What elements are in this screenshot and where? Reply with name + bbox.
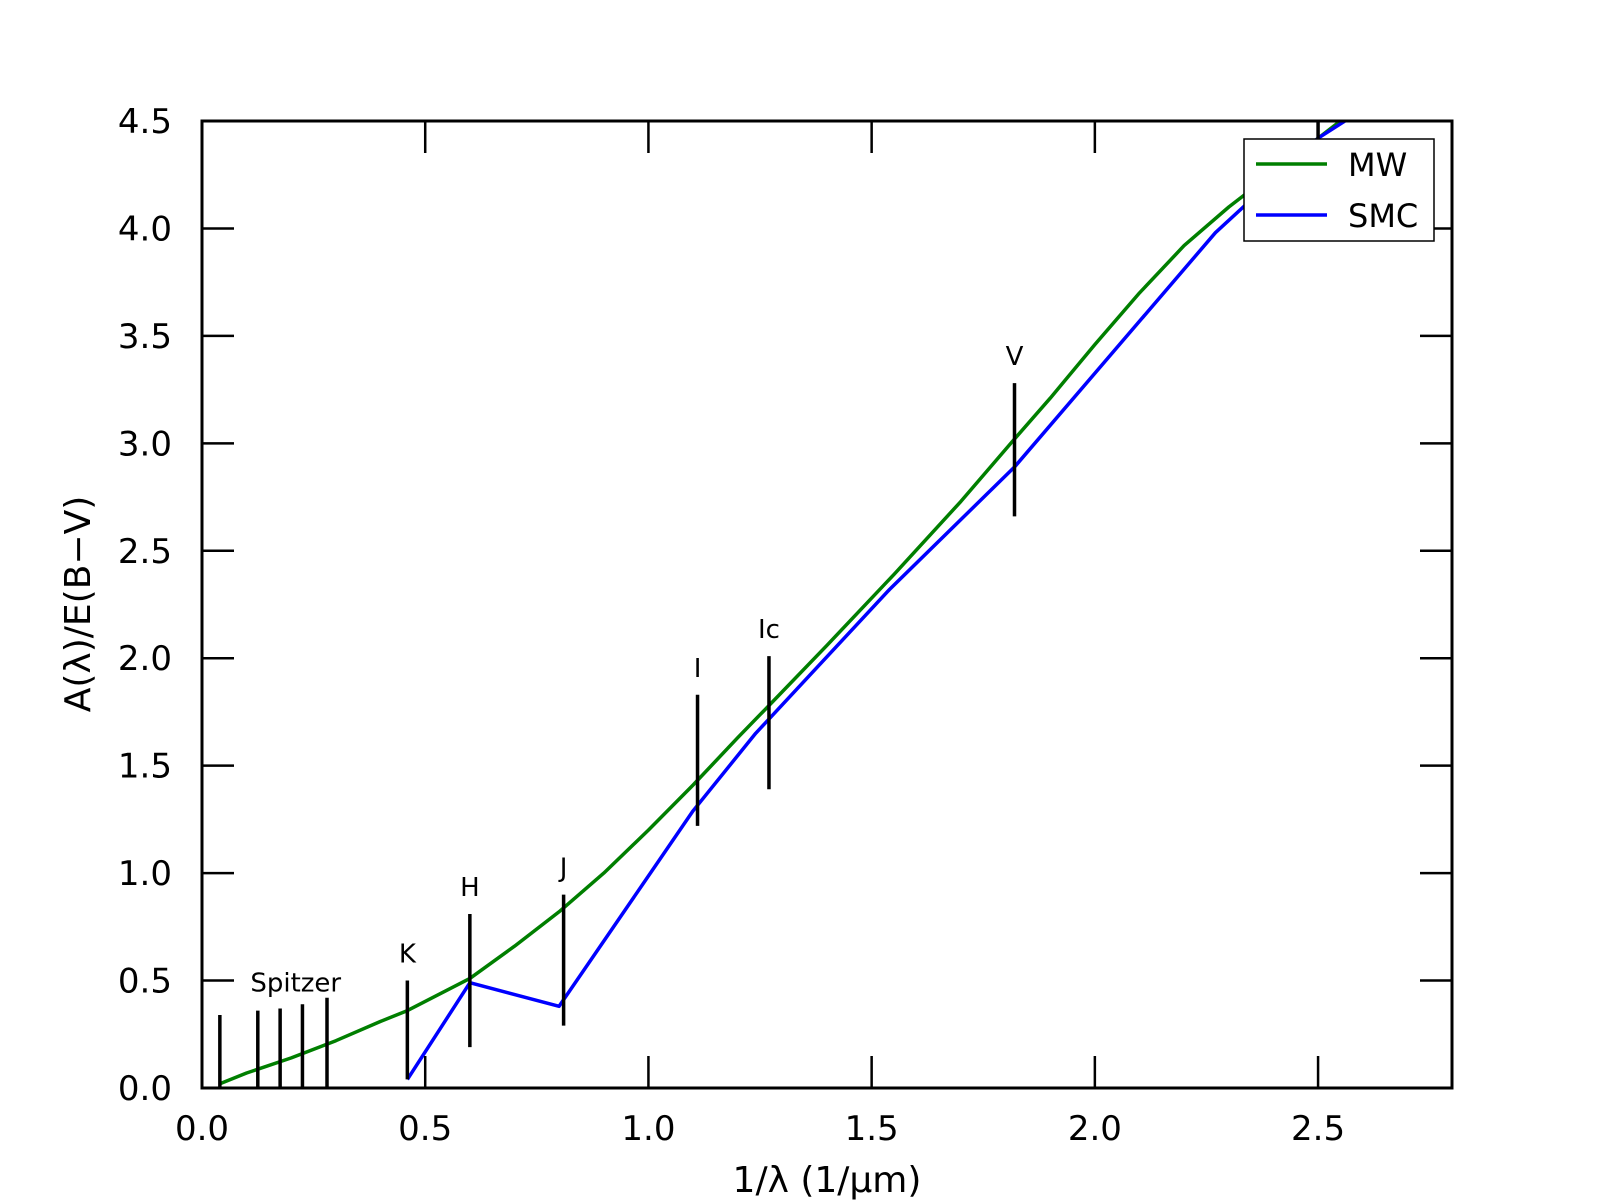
x-tick-label: 2.5 [1291,1109,1345,1149]
y-tick-label: 3.5 [118,317,172,357]
series-line-smc [405,121,1346,1081]
x-tick-label: 0.0 [175,1109,229,1149]
y-tick-label: 3.0 [118,424,172,464]
y-tick-label: 0.5 [118,962,172,1002]
y-tick-label: 2.5 [118,532,172,572]
y-tick-label: 1.0 [118,854,172,894]
band-labels: K H J I Ic V Spitzer [250,342,1023,998]
y-axis-label: A(λ)/E(B−V) [58,496,99,712]
y-tick-label: 1.5 [118,747,172,787]
legend-box [1243,138,1435,242]
group-label-spitzer: Spitzer [250,968,341,998]
x-tick-label: 1.0 [621,1109,675,1149]
x-tick-label: 0.5 [398,1109,452,1149]
band-label-i: I [694,654,702,684]
legend: MW SMC [1243,138,1435,242]
band-label-v: V [1006,342,1024,372]
legend-mw-label: MW [1348,146,1407,184]
x-tick-label: 2.0 [1068,1109,1122,1149]
y-tick-label: 4.0 [118,209,172,249]
x-axis-label: 1/λ (1/μm) [733,1160,922,1200]
legend-smc-label: SMC [1348,197,1418,235]
axis-ticks [200,119,1452,1090]
x-tick-labels: 0.0 0.5 1.0 1.5 2.0 2.5 [175,1109,1345,1149]
x-tick-label: 1.5 [845,1109,899,1149]
band-label-h: H [460,873,480,903]
series-line-mw [219,121,1344,1086]
y-tick-label: 2.0 [118,639,172,679]
band-label-j: J [558,854,568,884]
y-tick-labels: 0.0 0.5 1.0 1.5 2.0 2.5 3.0 3.5 4.0 4.5 [118,102,172,1109]
plot-frame [200,119,1454,1090]
plot-marks [218,121,1346,1088]
y-tick-label: 4.5 [118,102,172,142]
y-tick-label: 0.0 [118,1069,172,1109]
band-label-k: K [399,940,417,970]
band-label-ic: Ic [758,615,780,645]
